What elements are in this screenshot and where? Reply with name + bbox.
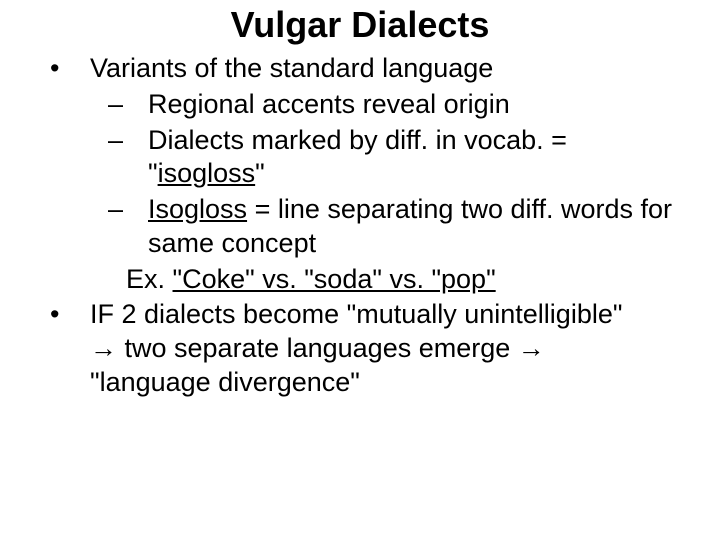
example-line: Ex. "Coke" vs. "soda" vs. "pop" — [40, 263, 680, 297]
bullet-dialects-isogloss: Dialects marked by diff. in vocab. = "is… — [40, 124, 680, 192]
line2: two separate languages emerge — [117, 333, 518, 363]
line1: IF 2 dialects become "mutually unintelli… — [90, 299, 622, 329]
bullet-text: Variants of the standard language — [90, 53, 493, 83]
underline-isogloss-def: Isogloss — [148, 194, 247, 224]
ex-label: Ex. — [126, 264, 173, 294]
ex-underline: "Coke" vs. "soda" vs. "pop" — [173, 264, 496, 294]
line3: "language divergence" — [90, 367, 360, 397]
bullet-divergence: IF 2 dialects become "mutually unintelli… — [40, 298, 680, 399]
arrow-icon: → — [90, 333, 117, 363]
text-post: " — [255, 158, 265, 188]
bullet-isogloss-def: Isogloss = line separating two diff. wor… — [40, 193, 680, 261]
bullet-text: Regional accents reveal origin — [148, 89, 510, 119]
underline-isogloss: isogloss — [158, 158, 256, 188]
slide-title: Vulgar Dialects — [40, 4, 680, 46]
arrow-icon: → — [518, 333, 545, 363]
bullet-regional-accents: Regional accents reveal origin — [40, 88, 680, 122]
bullet-list: Variants of the standard language Region… — [40, 52, 680, 400]
bullet-variants: Variants of the standard language — [40, 52, 680, 86]
